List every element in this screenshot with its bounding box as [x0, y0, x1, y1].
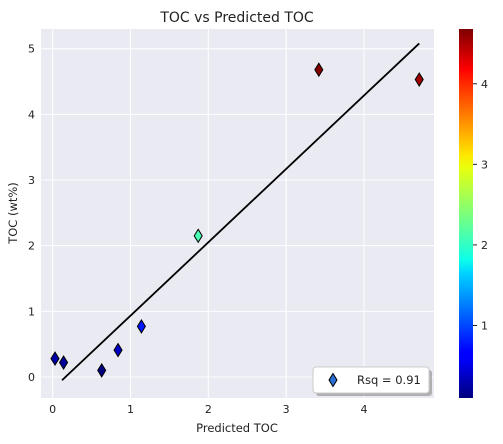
- data-point: [314, 62, 324, 78]
- x-tick-labels: 0 1 2 3 4: [49, 403, 367, 416]
- data-point: [414, 72, 424, 88]
- y-tick-label: 3: [28, 174, 35, 187]
- x-tick-label: 4: [360, 403, 367, 416]
- fit-line: [61, 42, 420, 381]
- colorbar: 1 2 3 4: [459, 29, 488, 398]
- x-tick-label: 3: [283, 403, 290, 416]
- y-tick-label: 2: [28, 240, 35, 253]
- chart-title: TOC vs Predicted TOC: [159, 10, 314, 26]
- y-tick-label: 1: [28, 305, 35, 318]
- y-axis-label: TOC (wt%): [6, 182, 20, 245]
- colorbar-tick-label: 4: [481, 78, 488, 91]
- x-tick-label: 0: [49, 403, 56, 416]
- colorbar-tick-label: 1: [481, 319, 488, 332]
- colorbar-tick-label: 2: [481, 239, 488, 252]
- data-point: [97, 362, 107, 378]
- data-point: [58, 355, 69, 370]
- data-point: [136, 318, 146, 334]
- y-tick-label: 0: [28, 371, 35, 384]
- y-tick-labels: 0 1 2 3 4 5: [28, 43, 35, 384]
- legend-box: [312, 366, 430, 394]
- x-tick-label: 2: [205, 403, 212, 416]
- points-layer: [50, 62, 424, 378]
- legend-diamond-marker: [328, 372, 338, 388]
- gridlines: [41, 29, 434, 398]
- data-point: [50, 351, 60, 367]
- colorbar-gradient: [459, 29, 473, 398]
- colorbar-ticks: 1 2 3 4: [473, 78, 488, 332]
- x-tick-label: 1: [127, 403, 134, 416]
- x-axis-label: Predicted TOC: [196, 421, 278, 435]
- y-tick-label: 5: [28, 43, 35, 56]
- fit-line-layer: [61, 42, 420, 381]
- legend: Rsq = 0.91: [312, 366, 432, 396]
- y-tick-label: 4: [28, 108, 35, 121]
- data-point: [113, 342, 123, 358]
- data-point: [193, 228, 203, 244]
- colorbar-tick-label: 3: [481, 158, 488, 171]
- legend-label: Rsq = 0.91: [357, 373, 421, 387]
